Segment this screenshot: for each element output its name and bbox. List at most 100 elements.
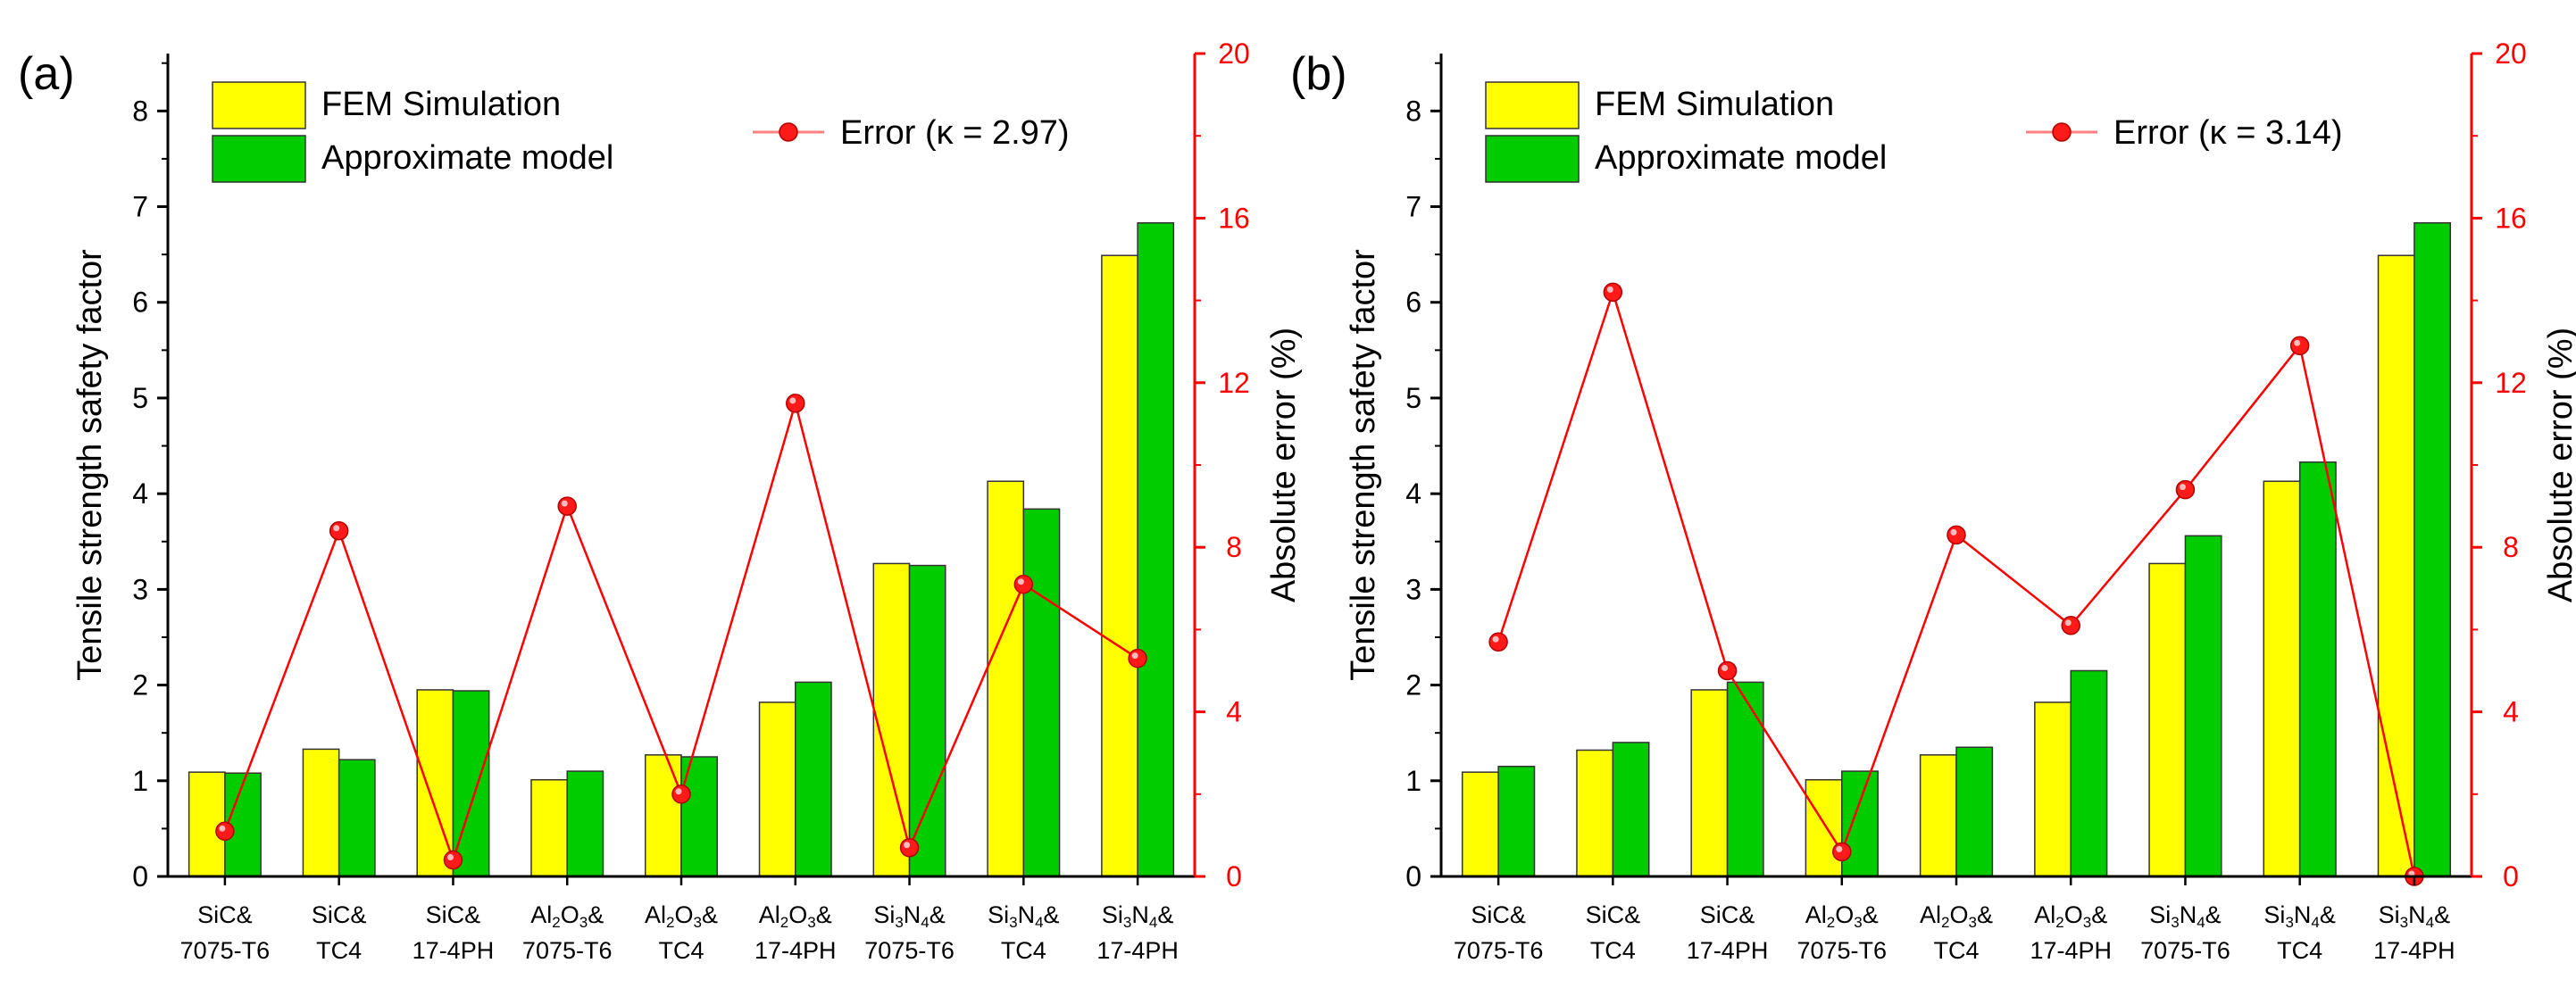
error-point-highlight-7 bbox=[1017, 578, 1024, 585]
bar-fem-3 bbox=[1805, 778, 1843, 877]
xtick-label-line1: Si3N4& bbox=[988, 901, 1059, 931]
ytick-label: 6 bbox=[1405, 286, 1421, 319]
error-point-3 bbox=[557, 496, 577, 516]
ytick-label: 8 bbox=[132, 95, 148, 127]
bar-approx-7 bbox=[1022, 508, 1061, 877]
y2tick-label: 8 bbox=[2503, 531, 2519, 563]
legend-marker bbox=[2052, 122, 2072, 142]
bar-approx-5 bbox=[795, 681, 832, 877]
y2tick-label: 20 bbox=[1218, 37, 1250, 70]
ytick-label: 8 bbox=[1405, 95, 1421, 127]
xtick-label-line2: TC4 bbox=[1933, 937, 1979, 964]
error-point-4 bbox=[671, 785, 691, 804]
xtick-label-line1: Al2O3& bbox=[645, 901, 718, 931]
ytick-label: 0 bbox=[1405, 860, 1421, 893]
bar-fem-7 bbox=[2263, 480, 2301, 877]
xtick-label-line2: 17-4PH bbox=[1096, 937, 1179, 964]
error-point-6 bbox=[2175, 479, 2196, 500]
bar-fem-8 bbox=[2377, 254, 2415, 877]
bar-approx-8 bbox=[1137, 222, 1175, 877]
bar-fem-4 bbox=[1919, 754, 1957, 877]
xtick-label-line2: 7075-T6 bbox=[1454, 937, 1544, 964]
ytick-label: 5 bbox=[1405, 382, 1421, 414]
xtick-label-line1: Al2O3& bbox=[1805, 901, 1879, 931]
legend-label-error: Error (κ = 2.97) bbox=[840, 114, 1070, 152]
ytick-label: 6 bbox=[132, 286, 148, 319]
bar-fem-5 bbox=[2034, 702, 2072, 877]
bar-fem-5 bbox=[758, 702, 796, 877]
bar-approx-3 bbox=[566, 770, 604, 877]
error-point-highlight-5 bbox=[2064, 619, 2072, 627]
error-point-highlight-0 bbox=[1492, 635, 1499, 643]
bar-fem-7 bbox=[987, 480, 1025, 877]
legend-label-approx: Approximate model bbox=[1595, 139, 1887, 177]
error-point-2 bbox=[1717, 660, 1738, 681]
y2tick-label: 12 bbox=[1218, 367, 1250, 399]
xtick-label-line1: Si3N4& bbox=[873, 901, 945, 931]
panel-a: (a)012345678048121620SiC&7075-T6SiC&TC4S… bbox=[18, 37, 1303, 964]
error-point-highlight-0 bbox=[219, 825, 226, 832]
bar-approx-6 bbox=[908, 564, 946, 877]
xtick-label-line1: SiC& bbox=[426, 901, 481, 928]
ytick-label: 2 bbox=[132, 669, 148, 702]
xtick-label-line2: 17-4PH bbox=[1687, 937, 1769, 964]
error-point-highlight-2 bbox=[1722, 665, 1729, 671]
bar-approx-6 bbox=[2184, 535, 2222, 877]
bar-approx-3 bbox=[1841, 770, 1879, 877]
xtick-label-line1: SiC& bbox=[1471, 901, 1526, 928]
xtick-label-line1: Al2O3& bbox=[2034, 901, 2107, 931]
error-point-8 bbox=[1128, 648, 1147, 668]
ytick-label: 1 bbox=[1405, 765, 1421, 797]
xtick-label-line1: SiC& bbox=[312, 901, 367, 928]
xtick-label-line1: Al2O3& bbox=[530, 901, 604, 931]
xtick-label-line2: TC4 bbox=[1001, 937, 1046, 964]
xtick-label-line2: 7075-T6 bbox=[1797, 937, 1887, 964]
error-point-highlight-1 bbox=[333, 525, 340, 532]
error-point-5 bbox=[786, 394, 805, 413]
bar-fem-4 bbox=[645, 754, 682, 877]
xtick-label-line2: 17-4PH bbox=[754, 937, 837, 964]
error-point-7 bbox=[2289, 336, 2310, 356]
error-point-highlight-8 bbox=[1131, 652, 1138, 660]
error-point-highlight-1 bbox=[1606, 286, 1613, 293]
panel-label: (a) bbox=[18, 48, 75, 100]
legend-label-fem: FEM Simulation bbox=[321, 86, 561, 123]
y2tick-label: 20 bbox=[2495, 37, 2527, 70]
bar-approx-7 bbox=[2298, 461, 2337, 877]
bar-approx-8 bbox=[2413, 222, 2452, 877]
xtick-label-line2: 7075-T6 bbox=[2140, 937, 2230, 964]
xtick-label-line1: Al2O3& bbox=[1920, 901, 1993, 931]
y2-axis-title: Absolute error (%) bbox=[1265, 328, 1303, 602]
xtick-label-line1: Al2O3& bbox=[759, 901, 832, 931]
bar-fem-2 bbox=[1690, 689, 1729, 877]
bar-approx-5 bbox=[2070, 669, 2108, 877]
xtick-label-line2: 7075-T6 bbox=[864, 937, 955, 964]
xtick-label-line2: TC4 bbox=[1590, 937, 1636, 964]
error-point-0 bbox=[1488, 632, 1508, 652]
bar-approx-2 bbox=[1726, 681, 1764, 877]
error-point-highlight-6 bbox=[904, 842, 911, 849]
y2-axis-title: Absolute error (%) bbox=[2542, 328, 2576, 602]
xtick-label-line2: TC4 bbox=[316, 937, 362, 964]
error-point-1 bbox=[329, 521, 349, 541]
xtick-label-line1: SiC& bbox=[1700, 901, 1755, 928]
bar-fem-8 bbox=[1101, 254, 1138, 877]
error-point-7 bbox=[1013, 574, 1034, 594]
legend-label-approx: Approximate model bbox=[321, 139, 613, 177]
ytick-label: 3 bbox=[1405, 573, 1421, 605]
error-point-highlight-3 bbox=[1836, 845, 1843, 852]
panel-label: (b) bbox=[1290, 48, 1347, 100]
error-point-highlight-5 bbox=[789, 397, 796, 404]
error-point-3 bbox=[1832, 842, 1852, 862]
ytick-label: 4 bbox=[1405, 477, 1421, 510]
y2tick-label: 0 bbox=[2503, 860, 2519, 893]
error-point-highlight-2 bbox=[446, 854, 454, 861]
ytick-label: 2 bbox=[1405, 669, 1421, 702]
xtick-label-line1: Si3N4& bbox=[1102, 901, 1173, 931]
legend-swatch-fem bbox=[212, 81, 306, 129]
xtick-label-line2: 17-4PH bbox=[2373, 937, 2455, 964]
xtick-label-line2: TC4 bbox=[658, 937, 704, 964]
ytick-label: 0 bbox=[132, 860, 148, 893]
legend-label-error: Error (κ = 3.14) bbox=[2113, 114, 2343, 152]
